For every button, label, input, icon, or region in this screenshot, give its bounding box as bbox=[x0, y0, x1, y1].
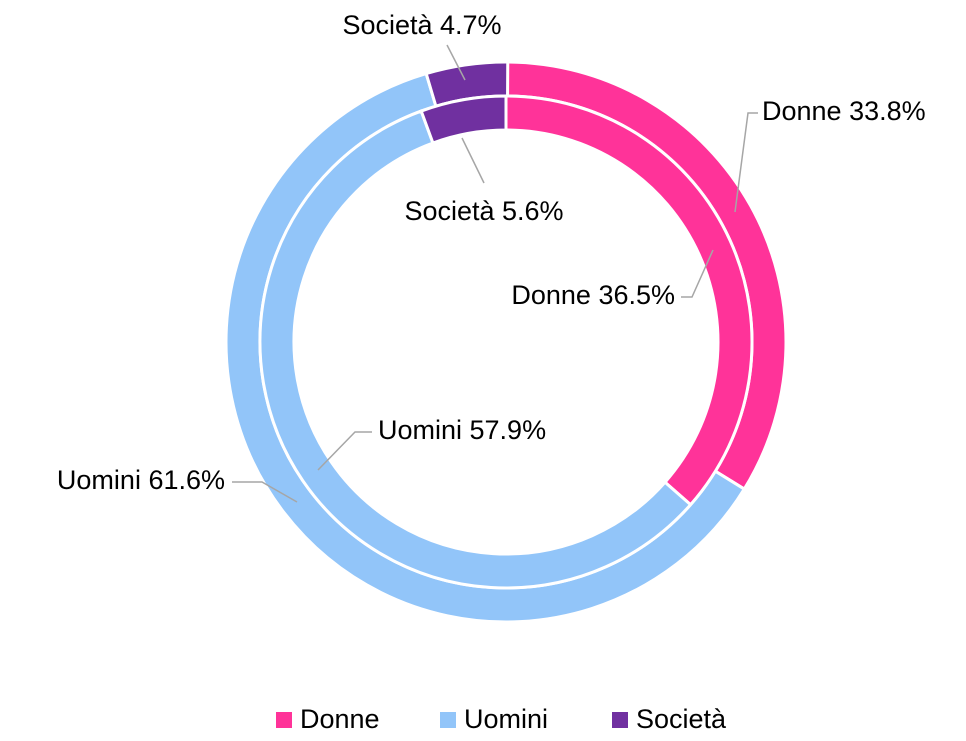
legend-swatch bbox=[612, 712, 628, 728]
leader-line bbox=[681, 249, 714, 298]
data-label: Donne 36.5% bbox=[511, 280, 675, 310]
data-label: Donne 33.8% bbox=[762, 96, 926, 126]
ring-segment bbox=[258, 109, 693, 590]
data-label: Società 4.7% bbox=[342, 10, 501, 40]
data-label: Uomini 61.6% bbox=[57, 465, 225, 495]
data-label: Società 5.6% bbox=[404, 196, 563, 226]
legend-label: Uomini bbox=[464, 704, 548, 734]
ring-segment bbox=[419, 94, 508, 145]
leader-line bbox=[317, 431, 372, 471]
legend-label: Società bbox=[636, 704, 727, 734]
legend-swatch bbox=[440, 712, 456, 728]
legend-label: Donne bbox=[300, 704, 380, 734]
data-label: Uomini 57.9% bbox=[378, 415, 546, 445]
leader-line bbox=[461, 137, 485, 184]
leader-line bbox=[232, 481, 298, 503]
legend-swatch bbox=[276, 712, 292, 728]
leader-line bbox=[446, 44, 466, 81]
leader-line bbox=[734, 112, 758, 213]
